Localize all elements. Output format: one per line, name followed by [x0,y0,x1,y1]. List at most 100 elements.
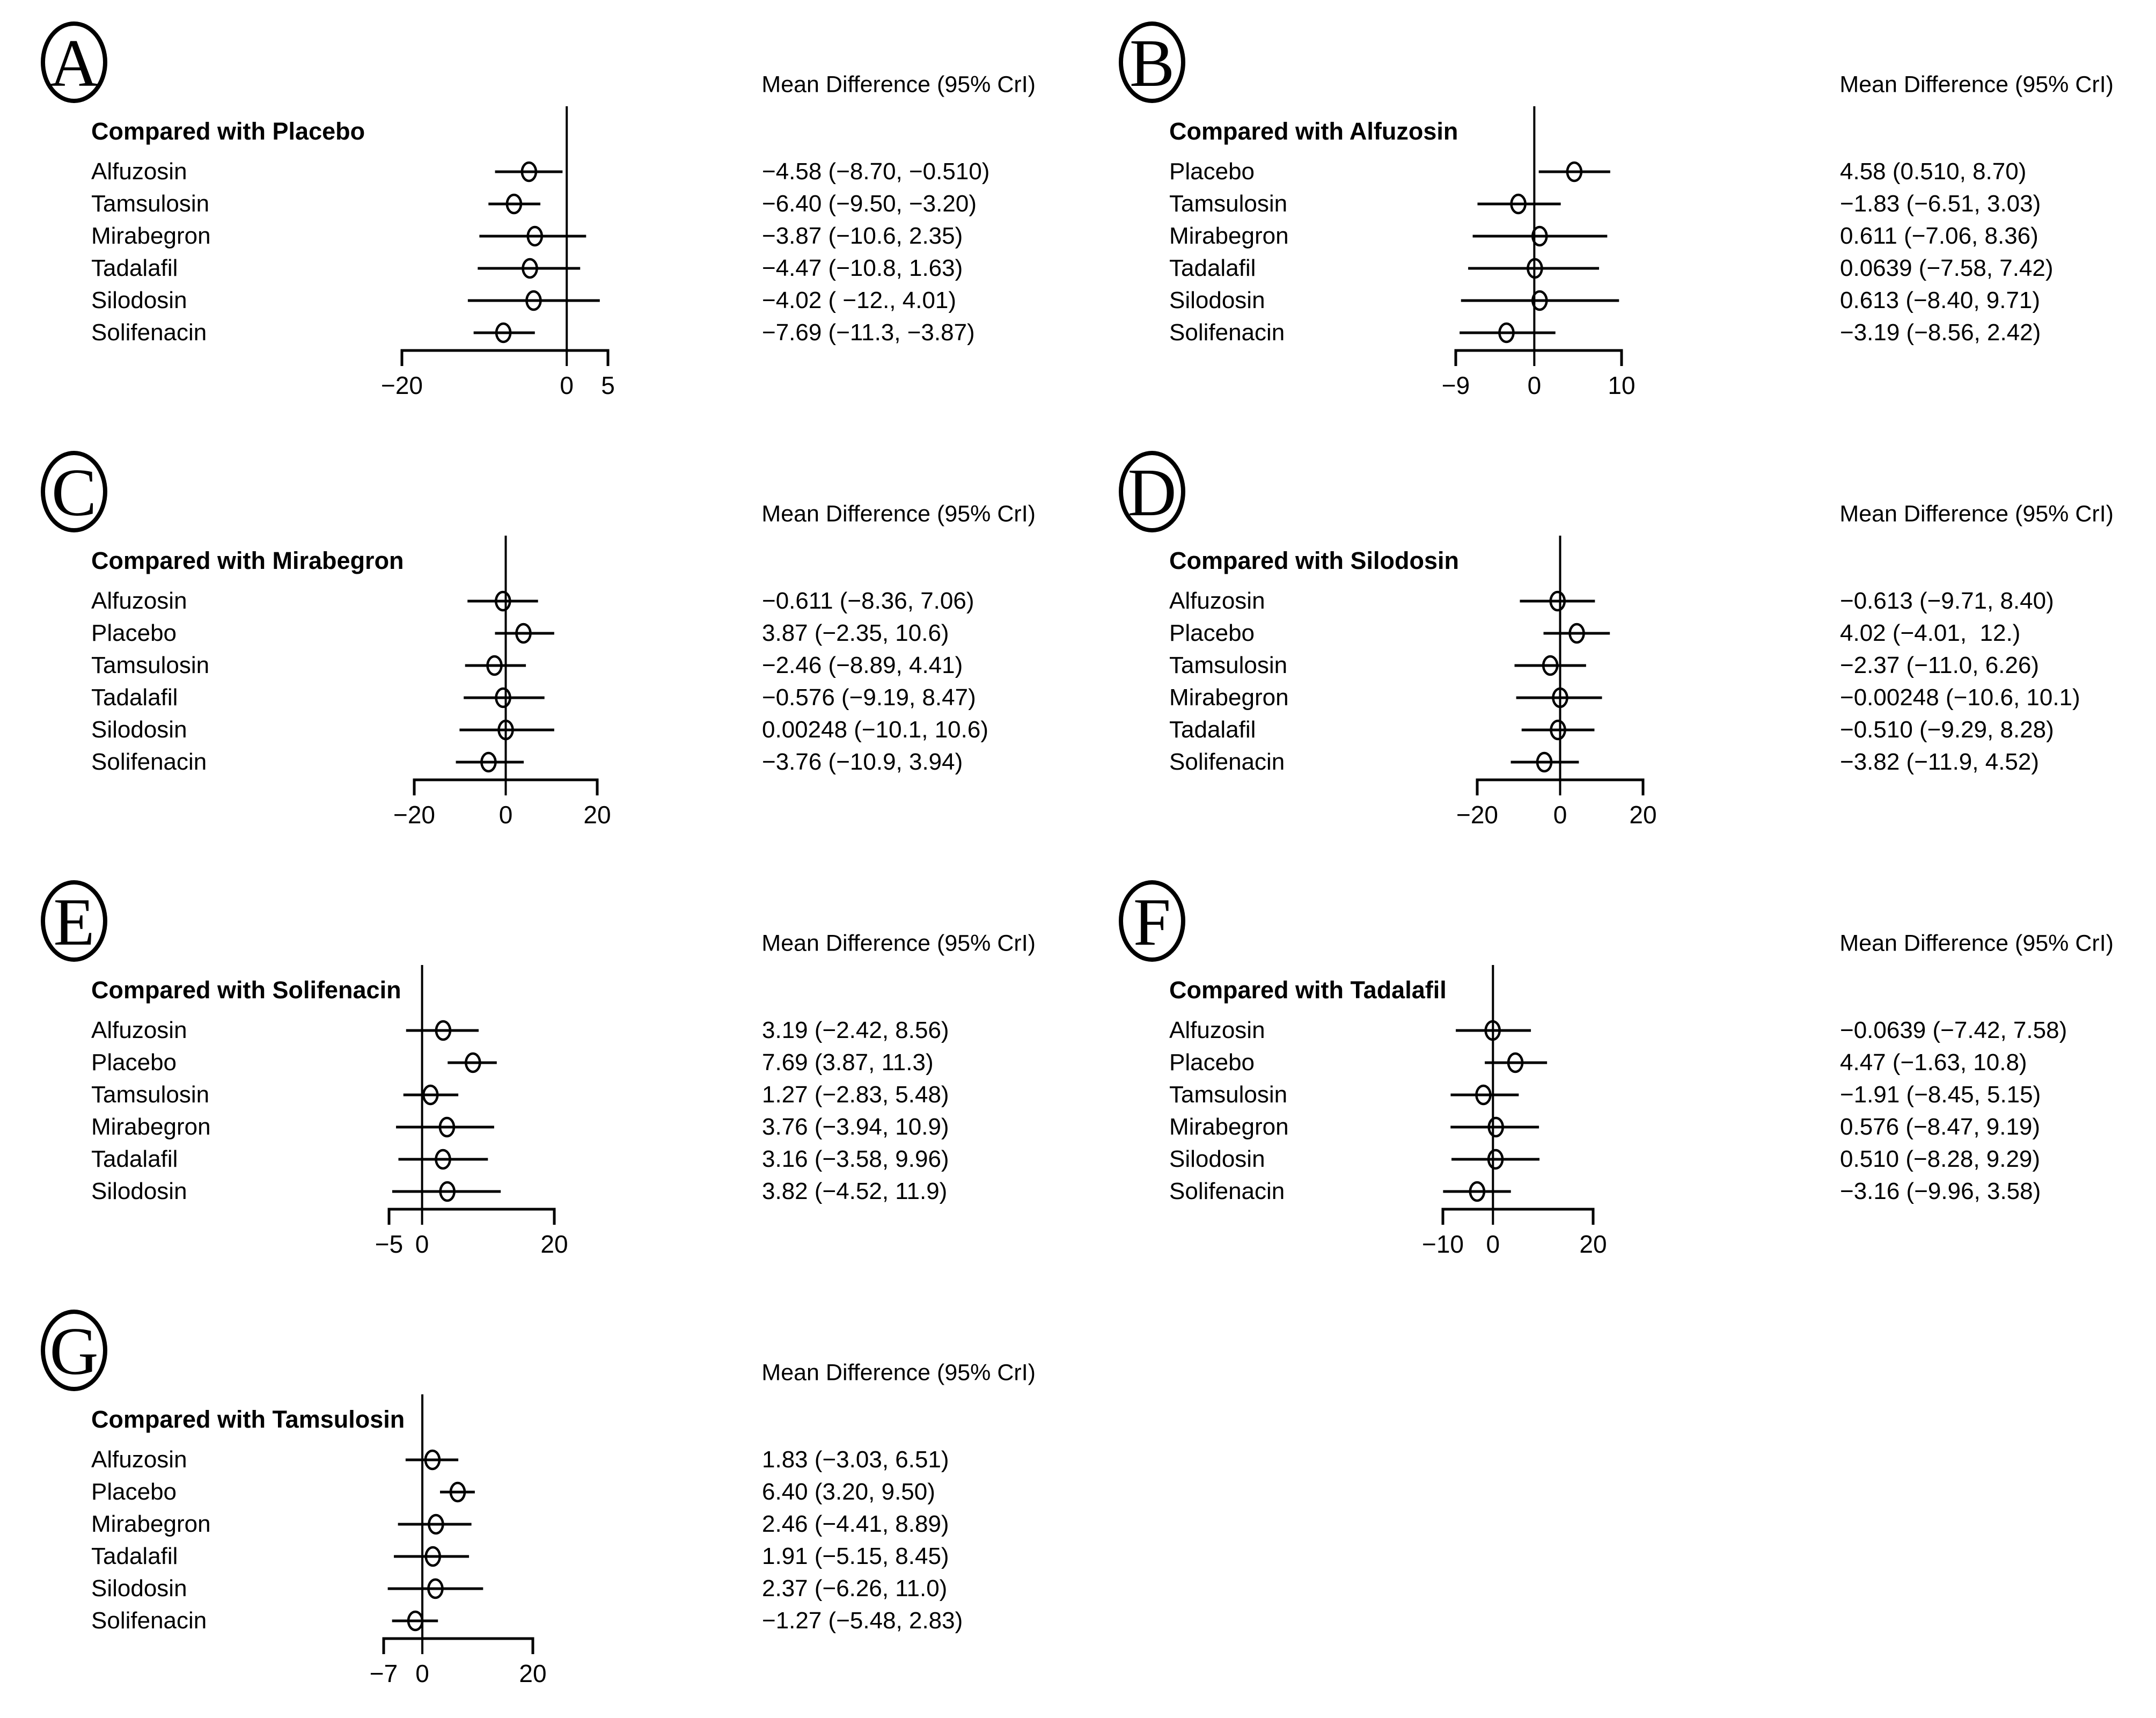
forest-plot-canvas: −10 0 20 [1422,965,1607,1258]
panel-title: Compared with Tamsulosin [91,1406,405,1433]
estimate-text: 7.69 (3.87, 11.3) [762,1049,934,1076]
x-axis-tick-label: 20 [583,801,611,829]
forest-panel-d: D Mean Difference (95% CrI) Compared with … [1078,429,2156,859]
mean-difference-header: Mean Difference (95% CrI) [1839,501,2114,527]
treatment-label: Silodosin [91,287,187,313]
treatment-label: Placebo [1169,620,1255,646]
treatment-label: Alfuzosin [1169,588,1265,614]
treatment-label: Mirabegron [1169,1114,1289,1140]
estimate-text: −0.613 (−9.71, 8.40) [1840,588,2054,614]
x-axis-tick-label: −20 [393,801,435,829]
panel-letter: C [51,456,97,530]
estimate-text: 0.00248 (−10.1, 10.6) [762,717,988,743]
estimate-text: 3.87 (−2.35, 10.6) [762,620,949,646]
treatment-label: Tadalafil [1169,255,1256,281]
panel-letter: B [1129,26,1175,101]
forest-plot-canvas: −5 0 20 [375,965,568,1258]
mean-marker [522,258,538,279]
treatment-label: Solifenacin [91,319,207,346]
mean-marker [1487,1149,1504,1170]
mean-marker [427,1578,444,1599]
treatment-label: Mirabegron [91,1114,211,1140]
treatment-label: Solifenacin [1169,319,1285,346]
panel-letter-badge: G [41,1310,107,1391]
estimate-text: −1.83 (−6.51, 3.03) [1840,191,2041,217]
mean-marker [435,1020,452,1041]
treatment-label: Solifenacin [1169,749,1285,775]
x-axis-tick-label: 0 [1528,371,1542,399]
estimate-text: −0.0639 (−7.42, 7.58) [1840,1017,2067,1043]
panel-letter: A [49,26,99,101]
estimate-text: −4.47 (−10.8, 1.63) [762,255,963,281]
x-axis-tick-label: 20 [540,1230,568,1258]
x-axis-tick-label: 0 [415,1230,429,1258]
panel-letter-badge: E [41,880,107,962]
panel-title: Compared with Alfuzosin [1169,118,1458,145]
x-axis-tick-label: −9 [1442,371,1470,399]
mean-marker [1527,258,1543,279]
estimate-text: −3.19 (−8.56, 2.42) [1840,319,2041,346]
x-axis-tick-label: −7 [370,1659,398,1687]
mean-marker [1566,161,1583,182]
treatment-label: Silodosin [1169,287,1265,313]
forest-plot-canvas: −7 0 20 [370,1394,547,1687]
mean-difference-header: Mean Difference (95% CrI) [761,71,1036,98]
mean-difference-header: Mean Difference (95% CrI) [1839,71,2114,98]
panel-letter: G [49,1314,99,1389]
mean-difference-header: Mean Difference (95% CrI) [761,501,1036,527]
mean-marker [424,1449,441,1471]
estimate-text: 0.576 (−8.47, 9.19) [1840,1114,2041,1140]
mean-marker [525,290,542,311]
estimate-text: 4.02 (−4.01, 12.) [1840,620,2021,646]
x-axis-tick-label: −5 [375,1230,403,1258]
treatment-label: Placebo [1169,158,1255,185]
mean-marker [1536,751,1553,773]
panel-title: Compared with Placebo [91,118,365,145]
treatment-label: Alfuzosin [91,1446,187,1473]
mean-marker [1498,322,1515,343]
treatment-label: Silodosin [1169,1146,1265,1172]
estimate-text: −3.16 (−9.96, 3.58) [1840,1178,2041,1204]
mean-marker [1550,719,1566,741]
panel-letter-badge: A [41,21,107,103]
treatment-label: Tadalafil [91,684,178,711]
treatment-label: Alfuzosin [91,158,187,185]
estimate-text: 4.58 (0.510, 8.70) [1840,158,2027,185]
mean-marker [515,623,532,644]
forest-panel-a: A Mean Difference (95% CrI) Compared with … [0,0,1078,429]
estimate-text: 3.19 (−2.42, 8.56) [762,1017,949,1043]
mean-marker [495,590,511,612]
forest-panel-f: F Mean Difference (95% CrI) Compared with … [1078,859,2156,1288]
treatment-label: Tadalafil [91,1543,178,1569]
x-axis-tick-label: 0 [1486,1230,1500,1258]
mean-marker [520,161,538,182]
treatment-label: Tamsulosin [91,191,210,217]
estimate-text: 0.613 (−8.40, 9.71) [1840,287,2041,313]
treatment-label: Alfuzosin [91,1017,187,1043]
x-axis-tick-label: 20 [519,1659,546,1687]
estimate-text: 3.76 (−3.94, 10.9) [762,1114,949,1140]
treatment-label: Placebo [91,620,177,646]
mean-marker [1487,1116,1504,1138]
mean-difference-header: Mean Difference (95% CrI) [761,1359,1036,1386]
estimate-text: 2.46 (−4.41, 8.89) [762,1511,949,1537]
x-axis-tick-label: −20 [1456,801,1498,829]
estimate-text: 3.82 (−4.52, 11.9) [762,1178,948,1204]
panel-title: Compared with Silodosin [1169,547,1460,574]
mean-marker [495,322,512,343]
forest-panel-b: B Mean Difference (95% CrI) Compared with … [1078,0,2156,429]
mean-marker [1484,1020,1501,1041]
treatment-label: Silodosin [91,717,187,743]
estimate-text: 0.510 (−8.28, 9.29) [1840,1146,2041,1172]
panel-letter-badge: F [1119,880,1185,962]
treatment-label: Tadalafil [1169,717,1256,743]
treatment-label: Tamsulosin [1169,1081,1288,1108]
mean-marker [1507,1052,1524,1073]
panel-title: Compared with Tadalafil [1169,976,1447,1004]
x-axis-tick-label: 5 [601,371,615,399]
mean-marker [1469,1181,1486,1202]
x-axis-tick-label: −20 [381,371,423,399]
treatment-label: Tadalafil [91,255,178,281]
mean-marker [480,751,497,773]
estimate-text: −1.91 (−8.45, 5.15) [1840,1081,2041,1108]
